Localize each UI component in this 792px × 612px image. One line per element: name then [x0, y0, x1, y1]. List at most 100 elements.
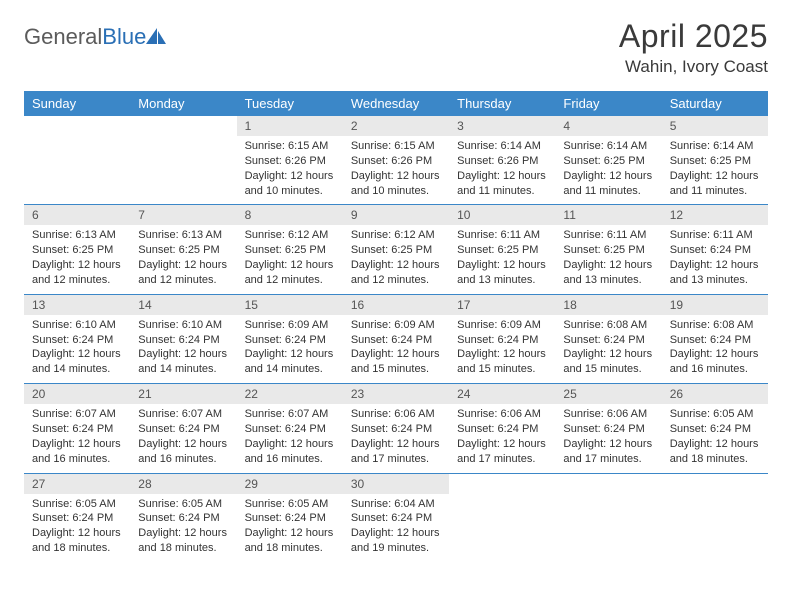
day-details: Sunrise: 6:10 AMSunset: 6:24 PMDaylight:…: [24, 315, 130, 383]
day-number: 5: [662, 116, 768, 136]
page: GeneralBlue April 2025 Wahin, Ivory Coas…: [0, 0, 792, 562]
day-details: Sunrise: 6:09 AMSunset: 6:24 PMDaylight:…: [237, 315, 343, 383]
weekday-header: Wednesday: [343, 91, 449, 116]
day-details: Sunrise: 6:13 AMSunset: 6:25 PMDaylight:…: [24, 225, 130, 293]
calendar-cell: 14Sunrise: 6:10 AMSunset: 6:24 PMDayligh…: [130, 294, 236, 383]
weekday-row: SundayMondayTuesdayWednesdayThursdayFrid…: [24, 91, 768, 116]
title-block: April 2025 Wahin, Ivory Coast: [619, 18, 768, 77]
day-number: 10: [449, 205, 555, 225]
weekday-header: Monday: [130, 91, 236, 116]
day-number: 11: [555, 205, 661, 225]
day-number: 7: [130, 205, 236, 225]
calendar-cell: 3Sunrise: 6:14 AMSunset: 6:26 PMDaylight…: [449, 116, 555, 205]
day-number: 13: [24, 295, 130, 315]
logo-part2: Blue: [102, 24, 146, 49]
day-number: 18: [555, 295, 661, 315]
calendar-cell: 11Sunrise: 6:11 AMSunset: 6:25 PMDayligh…: [555, 205, 661, 294]
calendar-week-row: 27Sunrise: 6:05 AMSunset: 6:24 PMDayligh…: [24, 473, 768, 562]
day-details: Sunrise: 6:06 AMSunset: 6:24 PMDaylight:…: [449, 404, 555, 472]
logo-sail-icon: [146, 28, 168, 46]
calendar-cell: 29Sunrise: 6:05 AMSunset: 6:24 PMDayligh…: [237, 473, 343, 562]
weekday-header: Tuesday: [237, 91, 343, 116]
day-details: Sunrise: 6:10 AMSunset: 6:24 PMDaylight:…: [130, 315, 236, 383]
calendar-cell: 13Sunrise: 6:10 AMSunset: 6:24 PMDayligh…: [24, 294, 130, 383]
calendar-cell: 15Sunrise: 6:09 AMSunset: 6:24 PMDayligh…: [237, 294, 343, 383]
calendar-cell: 16Sunrise: 6:09 AMSunset: 6:24 PMDayligh…: [343, 294, 449, 383]
day-details: Sunrise: 6:12 AMSunset: 6:25 PMDaylight:…: [343, 225, 449, 293]
calendar-cell: 22Sunrise: 6:07 AMSunset: 6:24 PMDayligh…: [237, 384, 343, 473]
day-details: Sunrise: 6:07 AMSunset: 6:24 PMDaylight:…: [130, 404, 236, 472]
calendar-cell: 7Sunrise: 6:13 AMSunset: 6:25 PMDaylight…: [130, 205, 236, 294]
day-number: 17: [449, 295, 555, 315]
calendar-cell: 18Sunrise: 6:08 AMSunset: 6:24 PMDayligh…: [555, 294, 661, 383]
day-details: Sunrise: 6:06 AMSunset: 6:24 PMDaylight:…: [343, 404, 449, 472]
day-details: Sunrise: 6:09 AMSunset: 6:24 PMDaylight:…: [343, 315, 449, 383]
weekday-header: Thursday: [449, 91, 555, 116]
day-details: Sunrise: 6:08 AMSunset: 6:24 PMDaylight:…: [555, 315, 661, 383]
day-number: 9: [343, 205, 449, 225]
logo: GeneralBlue: [24, 18, 168, 50]
day-details: Sunrise: 6:06 AMSunset: 6:24 PMDaylight:…: [555, 404, 661, 472]
logo-text: GeneralBlue: [24, 24, 146, 50]
weekday-header: Saturday: [662, 91, 768, 116]
day-details: Sunrise: 6:15 AMSunset: 6:26 PMDaylight:…: [343, 136, 449, 204]
day-number: 16: [343, 295, 449, 315]
day-number: 28: [130, 474, 236, 494]
day-details: Sunrise: 6:12 AMSunset: 6:25 PMDaylight:…: [237, 225, 343, 293]
weekday-header: Friday: [555, 91, 661, 116]
calendar-cell: 8Sunrise: 6:12 AMSunset: 6:25 PMDaylight…: [237, 205, 343, 294]
day-number: 30: [343, 474, 449, 494]
calendar-cell: 12Sunrise: 6:11 AMSunset: 6:24 PMDayligh…: [662, 205, 768, 294]
day-details: Sunrise: 6:05 AMSunset: 6:24 PMDaylight:…: [237, 494, 343, 562]
day-number: 8: [237, 205, 343, 225]
day-details: Sunrise: 6:08 AMSunset: 6:24 PMDaylight:…: [662, 315, 768, 383]
day-number: 2: [343, 116, 449, 136]
day-number: 29: [237, 474, 343, 494]
calendar-cell: 10Sunrise: 6:11 AMSunset: 6:25 PMDayligh…: [449, 205, 555, 294]
calendar-cell: 20Sunrise: 6:07 AMSunset: 6:24 PMDayligh…: [24, 384, 130, 473]
day-number: 6: [24, 205, 130, 225]
day-number: 24: [449, 384, 555, 404]
day-number: 12: [662, 205, 768, 225]
day-number: 1: [237, 116, 343, 136]
day-number: 14: [130, 295, 236, 315]
day-details: Sunrise: 6:09 AMSunset: 6:24 PMDaylight:…: [449, 315, 555, 383]
calendar-cell: 5Sunrise: 6:14 AMSunset: 6:25 PMDaylight…: [662, 116, 768, 205]
calendar-table: SundayMondayTuesdayWednesdayThursdayFrid…: [24, 91, 768, 562]
day-details: Sunrise: 6:04 AMSunset: 6:24 PMDaylight:…: [343, 494, 449, 562]
day-details: Sunrise: 6:05 AMSunset: 6:24 PMDaylight:…: [662, 404, 768, 472]
day-details: Sunrise: 6:05 AMSunset: 6:24 PMDaylight:…: [130, 494, 236, 562]
calendar-week-row: 1Sunrise: 6:15 AMSunset: 6:26 PMDaylight…: [24, 116, 768, 205]
calendar-cell: [24, 116, 130, 205]
day-details: Sunrise: 6:11 AMSunset: 6:24 PMDaylight:…: [662, 225, 768, 293]
location: Wahin, Ivory Coast: [619, 57, 768, 77]
calendar-cell: 30Sunrise: 6:04 AMSunset: 6:24 PMDayligh…: [343, 473, 449, 562]
calendar-cell: 2Sunrise: 6:15 AMSunset: 6:26 PMDaylight…: [343, 116, 449, 205]
calendar-cell: [555, 473, 661, 562]
calendar-cell: 26Sunrise: 6:05 AMSunset: 6:24 PMDayligh…: [662, 384, 768, 473]
day-details: Sunrise: 6:14 AMSunset: 6:25 PMDaylight:…: [555, 136, 661, 204]
calendar-cell: 23Sunrise: 6:06 AMSunset: 6:24 PMDayligh…: [343, 384, 449, 473]
calendar-body: 1Sunrise: 6:15 AMSunset: 6:26 PMDaylight…: [24, 116, 768, 562]
day-details: Sunrise: 6:13 AMSunset: 6:25 PMDaylight:…: [130, 225, 236, 293]
day-details: Sunrise: 6:07 AMSunset: 6:24 PMDaylight:…: [24, 404, 130, 472]
day-number: 22: [237, 384, 343, 404]
calendar-cell: [449, 473, 555, 562]
calendar-cell: 25Sunrise: 6:06 AMSunset: 6:24 PMDayligh…: [555, 384, 661, 473]
day-details: Sunrise: 6:11 AMSunset: 6:25 PMDaylight:…: [449, 225, 555, 293]
calendar-cell: 28Sunrise: 6:05 AMSunset: 6:24 PMDayligh…: [130, 473, 236, 562]
calendar-cell: 17Sunrise: 6:09 AMSunset: 6:24 PMDayligh…: [449, 294, 555, 383]
day-number: 27: [24, 474, 130, 494]
header: GeneralBlue April 2025 Wahin, Ivory Coas…: [24, 18, 768, 77]
weekday-header: Sunday: [24, 91, 130, 116]
day-number: 21: [130, 384, 236, 404]
calendar-week-row: 20Sunrise: 6:07 AMSunset: 6:24 PMDayligh…: [24, 384, 768, 473]
day-number: 26: [662, 384, 768, 404]
calendar-cell: 24Sunrise: 6:06 AMSunset: 6:24 PMDayligh…: [449, 384, 555, 473]
calendar-cell: 19Sunrise: 6:08 AMSunset: 6:24 PMDayligh…: [662, 294, 768, 383]
calendar-cell: [662, 473, 768, 562]
calendar-cell: 6Sunrise: 6:13 AMSunset: 6:25 PMDaylight…: [24, 205, 130, 294]
day-number: 19: [662, 295, 768, 315]
day-number: 23: [343, 384, 449, 404]
calendar-week-row: 6Sunrise: 6:13 AMSunset: 6:25 PMDaylight…: [24, 205, 768, 294]
